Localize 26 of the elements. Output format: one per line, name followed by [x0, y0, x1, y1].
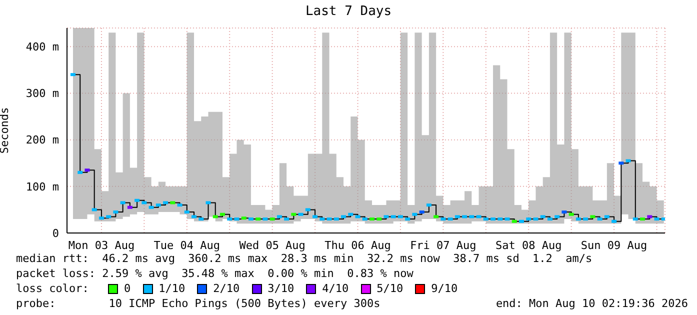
legend-label: 2/10: [212, 281, 240, 296]
text: probe: 10 ICMP Echo Pings (500 Bytes) every 300s: [16, 296, 380, 311]
x-tick-label: Sun 09 Aug: [580, 238, 648, 252]
y-tick-label: 300 m: [26, 87, 60, 100]
text: packet loss: 2.59 % avg 35.48 % max 0.00 % min 0.83 % now: [16, 266, 414, 281]
x-tick-label: Thu 06 Aug: [324, 238, 391, 252]
y-tick-label: 200 m: [26, 134, 60, 147]
legend-title: loss color:: [16, 281, 90, 296]
x-tick-label: Tue 04 Aug: [154, 238, 220, 252]
x-tick-label: Sat 08 Aug: [495, 238, 562, 252]
y-tick-label: 100 m: [26, 180, 60, 194]
legend-label: 5/10: [376, 281, 404, 296]
x-tick-label: Mon 03 Aug: [68, 238, 135, 252]
legend-label: 9/10: [430, 281, 458, 296]
x-tick-label: Fri 07 Aug: [410, 238, 476, 252]
y-axis-title: Seconds: [0, 107, 11, 154]
legend-label: 3/10: [266, 281, 294, 296]
legend-label: 1/10: [158, 281, 186, 296]
y-tick-label: 400 m: [26, 40, 60, 54]
legend-label: 4/10: [321, 281, 349, 296]
x-tick-label: Wed 05 Aug: [239, 238, 306, 252]
y-tick-label: 0: [52, 226, 59, 240]
text: median rtt: 46.2 ms avg 360.2 ms max 28.3 ms min 32.2 ms now 38.7 ms sd 1.2 am/s: [16, 252, 594, 266]
chart-title: Last 7 Days: [304, 4, 393, 19]
legend-label: 0: [123, 281, 131, 296]
text: end: Mon Aug 10 02:19:36 2026: [496, 296, 688, 311]
